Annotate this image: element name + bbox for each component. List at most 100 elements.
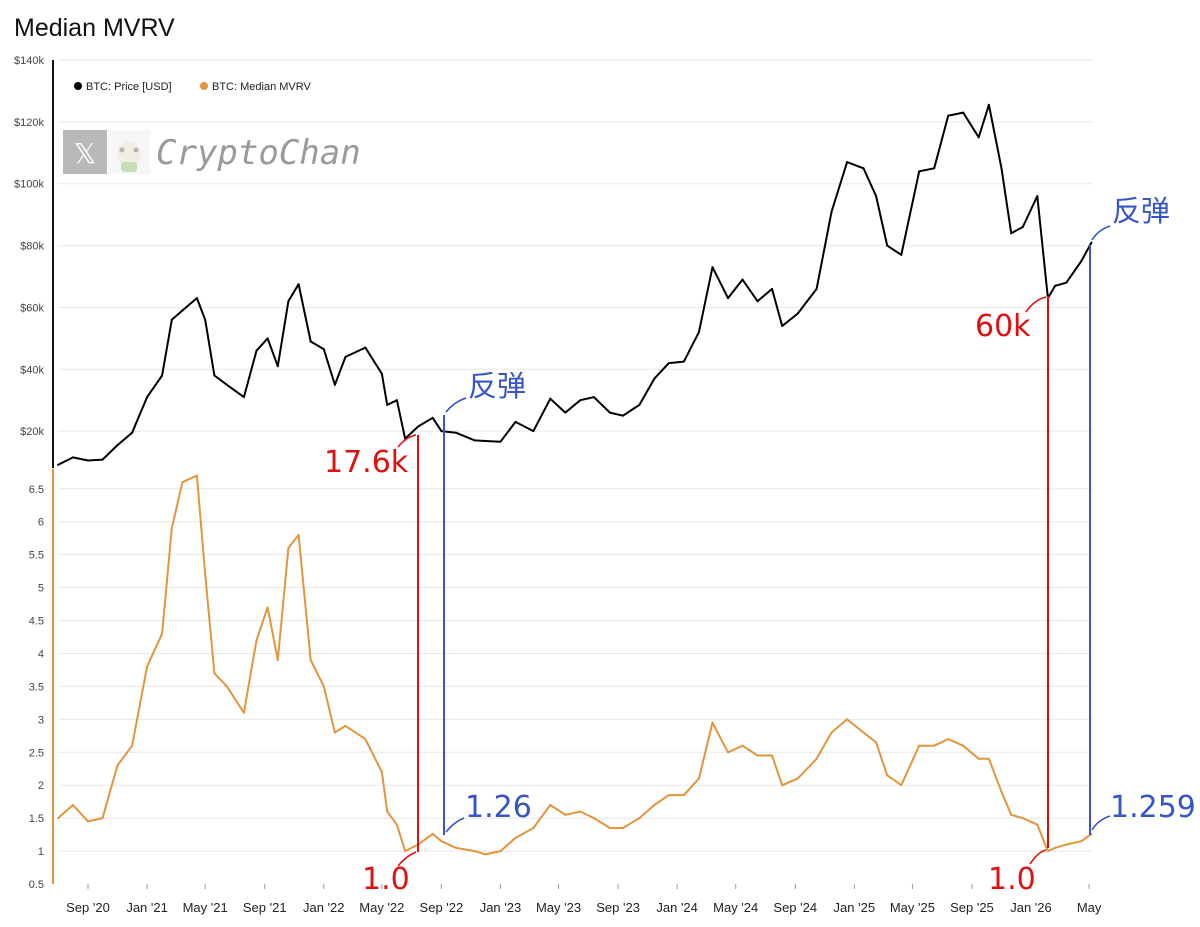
price-data-point <box>1054 284 1057 287</box>
price-data-point <box>756 300 759 303</box>
price-data-point <box>484 440 487 443</box>
mvrv-data-point <box>579 810 582 813</box>
price-data-point <box>287 300 290 303</box>
mvrv-ytick-label: 2.5 <box>29 747 44 759</box>
mvrv-data-point <box>404 850 407 853</box>
x-tick-label: Sep '22 <box>420 900 464 915</box>
arrow-mvrv-rebound-2026 <box>1091 815 1111 831</box>
mvrv-data-point <box>592 817 595 820</box>
mvrv-ytick-label: 3 <box>38 714 44 726</box>
mvrv-ytick-label: 5 <box>38 583 44 595</box>
mvrv-ytick-label: 4 <box>38 648 44 660</box>
mvrv-data-point <box>756 754 759 757</box>
price-data-point <box>564 411 567 414</box>
mvrv-data-point <box>322 685 325 688</box>
mvrv-data-point <box>225 685 228 688</box>
mvrv-data-point <box>484 853 487 856</box>
label-price-low-2026: 60k <box>975 309 1031 344</box>
price-data-point <box>741 278 744 281</box>
mvrv-data-point <box>653 803 656 806</box>
legend: BTC: Price [USD] BTC: Median MVRV <box>74 81 311 93</box>
price-data-point <box>1010 232 1013 235</box>
legend-price-marker <box>74 82 82 90</box>
price-data-point <box>276 365 279 368</box>
price-data-point <box>653 377 656 380</box>
x-tick-label: Sep '25 <box>950 900 994 915</box>
mvrv-data-point <box>947 738 950 741</box>
price-data-point <box>72 456 75 459</box>
mvrv-data-point <box>1046 850 1049 853</box>
mvrv-ytick-label: 6.5 <box>29 484 44 496</box>
mvrv-data-point <box>440 840 443 843</box>
price-ytick-label: $120k <box>14 117 44 129</box>
price-data-point <box>309 340 312 343</box>
mvrv-data-point <box>549 803 552 806</box>
mvrv-data-point <box>287 547 290 550</box>
price-data-point <box>181 309 184 312</box>
x-tick-label: Sep '24 <box>773 900 817 915</box>
annotations: 17.6k 反弹 60k 反弹 1.0 1.26 1.0 1.259 <box>324 194 1196 897</box>
price-data-point <box>431 416 434 419</box>
mvrv-data-point <box>886 774 889 777</box>
mvrv-data-point <box>386 810 389 813</box>
mvrv-data-point <box>364 738 367 741</box>
price-data-point <box>344 355 347 358</box>
mvrv-data-point <box>830 731 833 734</box>
mvrv-data-point <box>204 573 207 576</box>
price-data-point <box>213 374 216 377</box>
x-tick-label: Sep '23 <box>596 900 640 915</box>
mvrv-data-point <box>1090 833 1093 836</box>
mvrv-data-point <box>933 744 936 747</box>
price-series-line <box>57 103 1093 466</box>
price-data-point <box>514 420 517 423</box>
x-tick-label: May '23 <box>536 900 581 915</box>
legend-price-label: BTC: Price [USD] <box>86 81 172 93</box>
price-data-point <box>875 195 878 198</box>
label-mvrv-low-2022: 1.0 <box>362 862 410 897</box>
price-data-point <box>131 431 134 434</box>
mvrv-ytick-label: 6 <box>38 517 44 529</box>
price-data-point <box>918 170 921 173</box>
price-data-point <box>667 362 670 365</box>
mvrv-data-point <box>380 771 383 774</box>
price-data-point <box>1000 167 1003 170</box>
price-data-point <box>987 103 990 106</box>
price-data-point <box>1036 195 1039 198</box>
price-data-point <box>440 430 443 433</box>
mvrv-data-point <box>781 784 784 787</box>
mvrv-data-point <box>1000 790 1003 793</box>
price-data-point <box>255 349 258 352</box>
mvrv-ytick-label: 4.5 <box>29 616 44 628</box>
price-data-point <box>170 318 173 321</box>
x-tick-label: Sep '21 <box>243 900 287 915</box>
price-data-point <box>417 425 420 428</box>
mvrv-data-point <box>900 784 903 787</box>
mvrv-data-point <box>564 813 567 816</box>
mascot-icon <box>108 130 150 174</box>
price-data-point <box>933 167 936 170</box>
mvrv-data-point <box>638 817 641 820</box>
mvrv-data-point <box>255 639 258 642</box>
price-ytick-label: $100k <box>14 179 44 191</box>
mvrv-data-point <box>875 741 878 744</box>
mvrv-data-point <box>213 672 216 675</box>
mvrv-data-point <box>499 850 502 853</box>
price-data-point <box>682 360 685 363</box>
price-data-point <box>1021 226 1024 229</box>
mvrv-data-point <box>266 606 269 609</box>
price-data-point <box>195 297 198 300</box>
mvrv-data-point <box>846 718 849 721</box>
x-tick-label: May '25 <box>890 900 935 915</box>
mvrv-data-point <box>741 744 744 747</box>
mvrv-data-point <box>726 751 729 754</box>
mvrv-data-point <box>57 817 59 820</box>
price-ytick-label: $60k <box>20 302 44 314</box>
price-data-point <box>697 331 700 334</box>
price-data-point <box>796 312 799 315</box>
x-tick-label: Jan '26 <box>1010 900 1052 915</box>
price-data-point <box>886 244 889 247</box>
mvrv-data-point <box>682 794 685 797</box>
mvrv-data-point <box>771 754 774 757</box>
price-data-point <box>57 463 59 466</box>
